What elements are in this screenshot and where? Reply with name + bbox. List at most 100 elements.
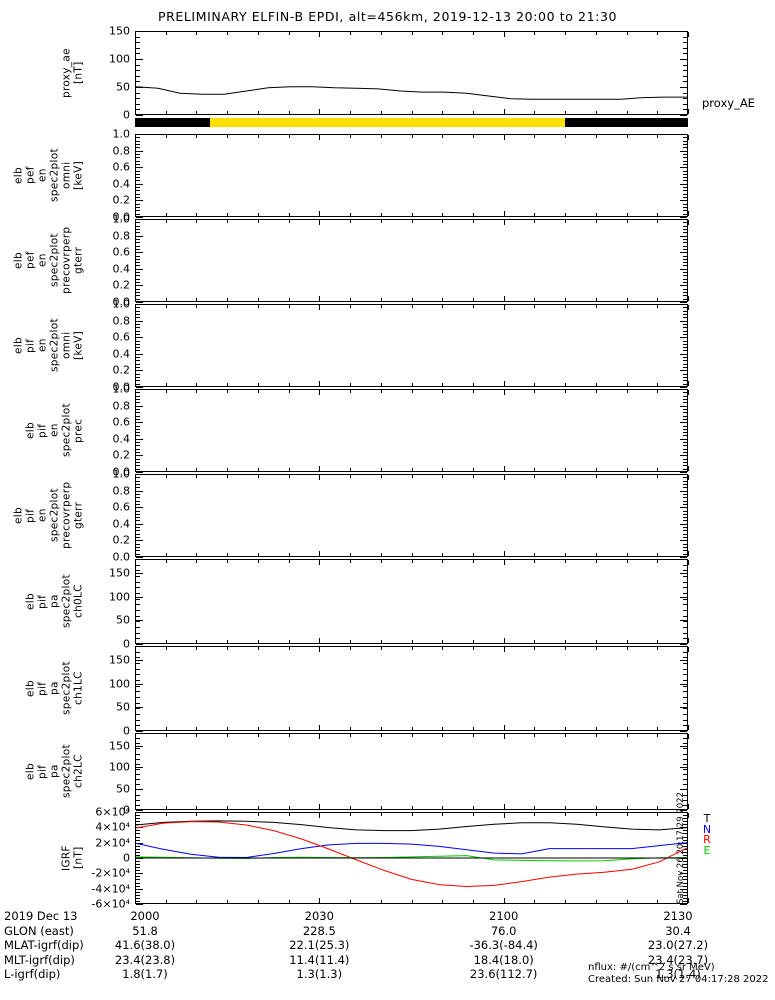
- axis-tick: [350, 383, 351, 386]
- axis-tick: [319, 647, 320, 652]
- axis-tick: [136, 544, 140, 545]
- axis-tick: [196, 640, 197, 643]
- axis-tick: [534, 32, 535, 35]
- axis-tick: [319, 220, 320, 225]
- axis-tick: [683, 226, 687, 227]
- axis-tick: [136, 725, 140, 726]
- axis-tick: [381, 900, 382, 903]
- axis-tick: [227, 390, 228, 393]
- axis-tick: [683, 576, 687, 577]
- y-tick-label: 0: [123, 108, 130, 122]
- axis-tick: [683, 633, 687, 634]
- axis-tick: [350, 135, 351, 138]
- panel-elb-pif-pa-ch2lc: [135, 733, 688, 810]
- footer-created: Created: Sun Nov 27 04:17:28 2022: [588, 974, 769, 985]
- axis-tick: [136, 703, 140, 704]
- axis-tick: [683, 570, 687, 571]
- axis-tick: [683, 229, 687, 230]
- axis-tick: [136, 389, 143, 390]
- axis-tick: [136, 472, 143, 473]
- axis-tick: [683, 616, 687, 617]
- axis-tick: [534, 111, 535, 114]
- axis-tick: [680, 389, 687, 390]
- axis-tick: [683, 104, 687, 105]
- axis-tick: [683, 514, 687, 515]
- y-tick-label: 150: [109, 653, 130, 667]
- axis-tick: [350, 305, 351, 308]
- axis-tick: [504, 560, 505, 565]
- y-axis-label-line: pif: [36, 594, 49, 609]
- axis-tick: [657, 468, 658, 471]
- y-tick-label: 0.2: [112, 278, 131, 292]
- axis-tick: [683, 507, 687, 508]
- axis-tick: [683, 409, 687, 410]
- axis-tick: [504, 32, 505, 37]
- axis-tick: [680, 115, 687, 116]
- axis-tick: [381, 727, 382, 730]
- axis-tick: [596, 553, 597, 556]
- axis-tick: [683, 307, 687, 308]
- axis-tick: [136, 157, 140, 158]
- axis-tick: [136, 331, 140, 332]
- axis-tick: [683, 465, 687, 466]
- axis-tick: [136, 289, 140, 290]
- panel-elb-pif-pa-ch1lc: [135, 646, 688, 731]
- axis-tick: [683, 334, 687, 335]
- axis-tick: [136, 236, 140, 237]
- x-annotation-value: -36.3(-84.4): [469, 938, 538, 953]
- axis-tick: [683, 652, 687, 653]
- status-bar-segment: [209, 118, 566, 127]
- y-axis-label-line: en: [36, 168, 49, 183]
- axis-tick: [136, 282, 140, 283]
- axis-tick: [627, 298, 628, 301]
- axis-tick: [473, 734, 474, 737]
- axis-tick: [136, 861, 140, 862]
- axis-tick: [657, 553, 658, 556]
- axis-tick: [136, 194, 140, 195]
- axis-tick: [136, 180, 140, 181]
- axis-tick: [680, 474, 687, 475]
- axis-tick: [683, 422, 687, 423]
- axis-tick: [135, 734, 136, 739]
- axis-tick: [136, 477, 140, 478]
- axis-tick: [136, 184, 140, 185]
- axis-tick: [688, 647, 689, 652]
- axis-tick: [565, 468, 566, 471]
- axis-tick: [565, 727, 566, 730]
- panel-proxy-ae: [135, 31, 688, 115]
- axis-tick: [680, 219, 687, 220]
- axis-tick: [136, 242, 140, 243]
- axis-tick: [136, 616, 140, 617]
- axis-tick: [227, 32, 228, 35]
- x-annotation-value: 23.4(23.7): [647, 952, 709, 967]
- axis-tick: [136, 307, 140, 308]
- axis-tick: [504, 647, 505, 652]
- y-tick-label: 0.2: [112, 533, 131, 547]
- axis-tick: [136, 151, 140, 152]
- axis-tick: [683, 42, 687, 43]
- axis-tick: [136, 214, 140, 215]
- axis-tick: [166, 390, 167, 393]
- series-R: [136, 821, 687, 888]
- axis-tick: [258, 900, 259, 903]
- axis-tick: [565, 383, 566, 386]
- axis-tick: [289, 640, 290, 643]
- axis-tick: [683, 406, 687, 407]
- axis-tick: [136, 876, 140, 877]
- axis-tick: [381, 806, 382, 809]
- axis-tick: [136, 377, 140, 378]
- axis-tick: [683, 81, 687, 82]
- axis-tick: [136, 292, 140, 293]
- axis-tick: [258, 647, 259, 650]
- axis-tick: [136, 452, 140, 453]
- axis-tick: [258, 383, 259, 386]
- axis-tick: [136, 232, 140, 233]
- axis-tick: [227, 727, 228, 730]
- y-axis-label-line: en: [36, 338, 49, 353]
- axis-tick: [166, 647, 167, 650]
- y-axis-label-line: [keV]: [72, 330, 85, 361]
- axis-tick: [136, 31, 143, 32]
- axis-tick: [136, 795, 140, 796]
- y-axis-label-line: prec: [72, 418, 85, 443]
- axis-tick: [688, 32, 689, 37]
